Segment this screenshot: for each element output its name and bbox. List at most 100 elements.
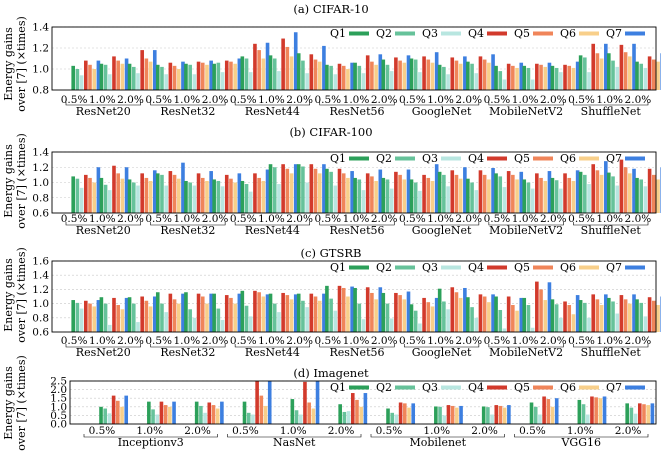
bar-0-Q4-3 xyxy=(168,62,173,90)
bar-2-Q1-13 xyxy=(437,288,442,332)
bar-2-Q6-7 xyxy=(289,299,294,332)
bar-0-Q5-8 xyxy=(313,59,318,90)
legend-swatch-0-1 xyxy=(395,31,415,36)
group-label-1-1: ResNet32 xyxy=(160,224,215,237)
plot-frame-0 xyxy=(51,26,657,91)
bar-0-Q1-20 xyxy=(635,61,639,90)
bar-1-Q3-17 xyxy=(559,188,563,213)
bar-1-Q2-5 xyxy=(216,180,221,213)
bar-2-Q5-20 xyxy=(652,300,656,332)
bar-1-Q2-17 xyxy=(554,180,559,213)
bar-0-Q3-18 xyxy=(587,72,591,90)
bar-3-Q5-9 xyxy=(546,399,551,424)
bar-0-Q1-0 xyxy=(71,65,75,90)
bar-3-Q7-6 xyxy=(411,403,416,424)
y-axis-label-2-a: Energy gains xyxy=(2,258,15,332)
bar-1-Q7-18 xyxy=(604,161,608,213)
bar-1-Q3-8 xyxy=(305,182,309,213)
legend-label-3-1: Q2 xyxy=(376,381,392,394)
bar-2-Q5-9 xyxy=(341,287,346,332)
bar-1-Q7-0 xyxy=(96,167,101,213)
bar-1-Q2-7 xyxy=(272,167,277,213)
bar-1-Q4-18 xyxy=(591,164,596,213)
bar-1-Q5-18 xyxy=(595,170,600,213)
bar-0-Q1-9 xyxy=(325,64,329,90)
x-tick-label-1-15: 0.5% xyxy=(484,213,511,225)
bar-2-Q4-8 xyxy=(309,293,314,332)
bar-3-Q1-8 xyxy=(481,406,486,424)
x-tick-label-0-3: 0.5% xyxy=(145,94,172,106)
legend-swatch-0-4 xyxy=(533,31,553,36)
bar-3-Q7-4 xyxy=(315,381,320,424)
bar-2-Q1-10 xyxy=(353,287,357,332)
bar-2-Q1-18 xyxy=(578,300,583,332)
bar-2-Q5-6 xyxy=(257,292,261,332)
bar-0-Q6-19 xyxy=(628,56,632,90)
bar-2-Q7-17 xyxy=(575,295,580,332)
group-label-1-4: GoogleNet xyxy=(412,224,472,237)
bar-1-Q1-14 xyxy=(466,178,470,213)
bar-1-Q4-19 xyxy=(619,159,624,213)
bar-1-Q3-14 xyxy=(474,190,479,213)
bar-0-Q3-3 xyxy=(164,74,168,90)
bar-2-Q2-11 xyxy=(385,303,390,332)
bar-2-Q1-19 xyxy=(607,297,611,332)
bar-2-Q3-4 xyxy=(192,317,197,332)
bar-2-Q5-1 xyxy=(116,305,120,332)
bar-0-Q2-0 xyxy=(75,69,80,90)
y-axis-label-1-b: over [7] (×times) xyxy=(15,133,28,229)
legend-swatch-2-6 xyxy=(625,265,645,270)
bar-1-Q6-20 xyxy=(656,179,660,213)
bar-3-Q2-1 xyxy=(151,409,155,424)
bar-0-Q3-19 xyxy=(615,66,620,90)
bar-2-Q3-14 xyxy=(474,317,479,332)
panel-title-2: (c) GTSRB xyxy=(301,246,362,260)
bar-1-Q5-1 xyxy=(116,173,120,213)
bar-3-Q3-4 xyxy=(298,414,303,424)
x-tick-label-0-11: 2.0% xyxy=(371,94,398,106)
legend-swatch-0-6 xyxy=(625,31,645,36)
bar-2-Q4-16 xyxy=(535,281,539,332)
bar-2-Q4-18 xyxy=(591,294,596,332)
bar-2-Q7-13 xyxy=(463,287,467,332)
legend-label-0-2: Q3 xyxy=(422,27,438,40)
bar-2-Q1-5 xyxy=(212,293,216,332)
plot-frame-3 xyxy=(69,380,657,425)
bar-1-Q5-3 xyxy=(172,174,177,213)
legend-label-2-5: Q6 xyxy=(560,261,576,274)
bar-1-Q2-8 xyxy=(301,166,305,213)
bar-1-Q2-12 xyxy=(413,182,418,213)
x-tick-label-2-10: 1.0% xyxy=(343,335,370,347)
bar-2-Q6-15 xyxy=(515,310,519,332)
bar-3-Q6-11 xyxy=(646,405,650,424)
bar-1-Q6-19 xyxy=(628,173,632,213)
bar-1-Q7-9 xyxy=(350,171,354,213)
y-axis-label-0-b: over [7] (×times) xyxy=(15,16,28,112)
x-tick-label-0-8: 2.0% xyxy=(286,94,313,106)
bar-3-Q4-8 xyxy=(494,405,499,424)
group-bracket-3-2 xyxy=(370,434,505,438)
bar-0-Q1-14 xyxy=(466,61,470,90)
bar-1-Q1-9 xyxy=(325,168,329,213)
bar-0-Q6-6 xyxy=(261,58,266,90)
x-tick-label-2-19: 1.0% xyxy=(596,335,623,347)
bar-0-Q7-12 xyxy=(434,52,439,90)
y-axis-label-0-a: Energy gains xyxy=(2,27,15,101)
bar-1-Q5-17 xyxy=(567,177,572,213)
legend-swatch-1-3 xyxy=(487,156,507,161)
bar-0-Q6-7 xyxy=(289,56,294,90)
bar-1-Q6-8 xyxy=(317,173,322,213)
bar-1-Q7-13 xyxy=(463,167,467,213)
bar-0-Q2-12 xyxy=(413,59,418,90)
group-label-2-0: ResNet20 xyxy=(76,346,131,359)
x-tick-label-2-20: 2.0% xyxy=(625,335,652,347)
bar-0-Q2-1 xyxy=(103,64,108,90)
x-tick-label-3-0: 0.5% xyxy=(89,425,116,437)
bar-3-Q6-10 xyxy=(598,398,603,424)
bar-3-Q2-10 xyxy=(581,404,586,424)
group-bracket-1-2 xyxy=(234,222,311,226)
legend-label-2-1: Q2 xyxy=(376,261,392,274)
bar-0-Q4-12 xyxy=(422,56,426,90)
bar-0-Q7-14 xyxy=(491,54,495,90)
